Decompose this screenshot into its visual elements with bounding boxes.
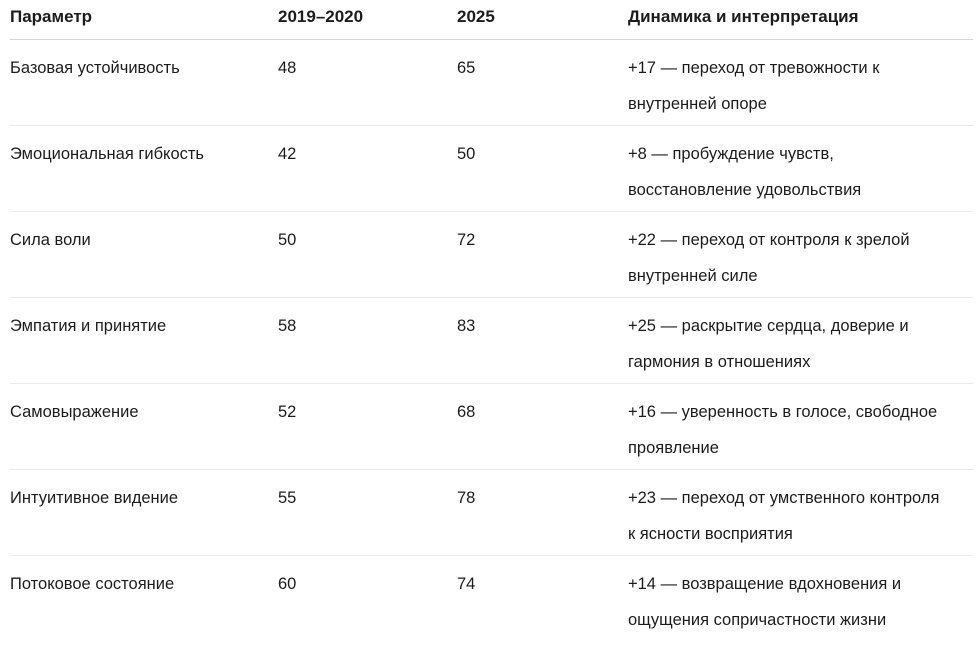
table-row: Интуитивное видение 55 78 +23 — переход … (10, 469, 973, 556)
value-2025-cell: 72 (457, 211, 628, 298)
value-2019-cell: 42 (278, 125, 457, 212)
param-cell: Базовая устойчивость (10, 39, 278, 126)
column-header-2019-2020: 2019–2020 (278, 0, 457, 40)
value-2025-cell: 83 (457, 297, 628, 384)
table-row: Эмоциональная гибкость 42 50 +8 — пробуж… (10, 125, 973, 212)
dynamics-cell: +25 — раскрытие сердца, доверие и гармон… (628, 297, 973, 384)
value-2019-cell: 60 (278, 575, 297, 593)
value-2019-cell: 58 (278, 297, 457, 384)
dynamics-cell: +8 — пробуждение чувств, восстановление … (628, 125, 973, 212)
column-header-2025: 2025 (457, 0, 628, 40)
param-cell: Эмпатия и принятие (10, 297, 278, 384)
value-2019-cell: 50 (278, 211, 457, 298)
value-2025-cell: 50 (457, 125, 628, 212)
param-cell: Интуитивное видение (10, 469, 278, 556)
table-row: Эмпатия и принятие 58 83 +25 — раскрытие… (10, 297, 973, 384)
dynamics-cell: +17 — переход от тревожности к внутренне… (628, 39, 973, 126)
parameters-comparison-table: Параметр 2019–2020 2025 Динамика и интер… (10, 0, 973, 641)
param-cell: Сила воли (10, 211, 278, 298)
value-2025-cell: 65 (457, 39, 628, 126)
table-row: Самовыражение 52 68 +16 — уверенность в … (10, 383, 973, 470)
value-2019-cell: 48 (278, 39, 457, 126)
dynamics-cell: +23 — переход от умственного контроля к … (628, 469, 973, 556)
table-row: Базовая устойчивость 48 65 +17 — переход… (10, 39, 973, 126)
table-row: Сила воли 50 72 +22 — переход от контрол… (10, 211, 973, 298)
table-header-row: Параметр 2019–2020 2025 Динамика и интер… (10, 0, 973, 40)
param-cell: Потоковое состояние (10, 575, 175, 593)
table-row: Потоковое состояние 60 74 +14 — возвраще… (10, 556, 973, 642)
column-header-param: Параметр (10, 0, 278, 40)
param-cell: Эмоциональная гибкость (10, 125, 278, 212)
value-2025-cell: 74 (457, 575, 476, 593)
value-2019-cell: 52 (278, 383, 457, 470)
dynamics-cell: +14 — возвращение вдохновения и ощущения… (628, 575, 902, 629)
value-2025-cell: 78 (457, 469, 628, 556)
value-2025-cell: 68 (457, 383, 628, 470)
dynamics-cell: +22 — переход от контроля к зрелой внутр… (628, 211, 973, 298)
column-header-dynamics: Динамика и интерпретация (628, 0, 973, 40)
param-cell: Самовыражение (10, 383, 278, 470)
value-2019-cell: 55 (278, 469, 457, 556)
dynamics-cell: +16 — уверенность в голосе, свободное пр… (628, 383, 973, 470)
